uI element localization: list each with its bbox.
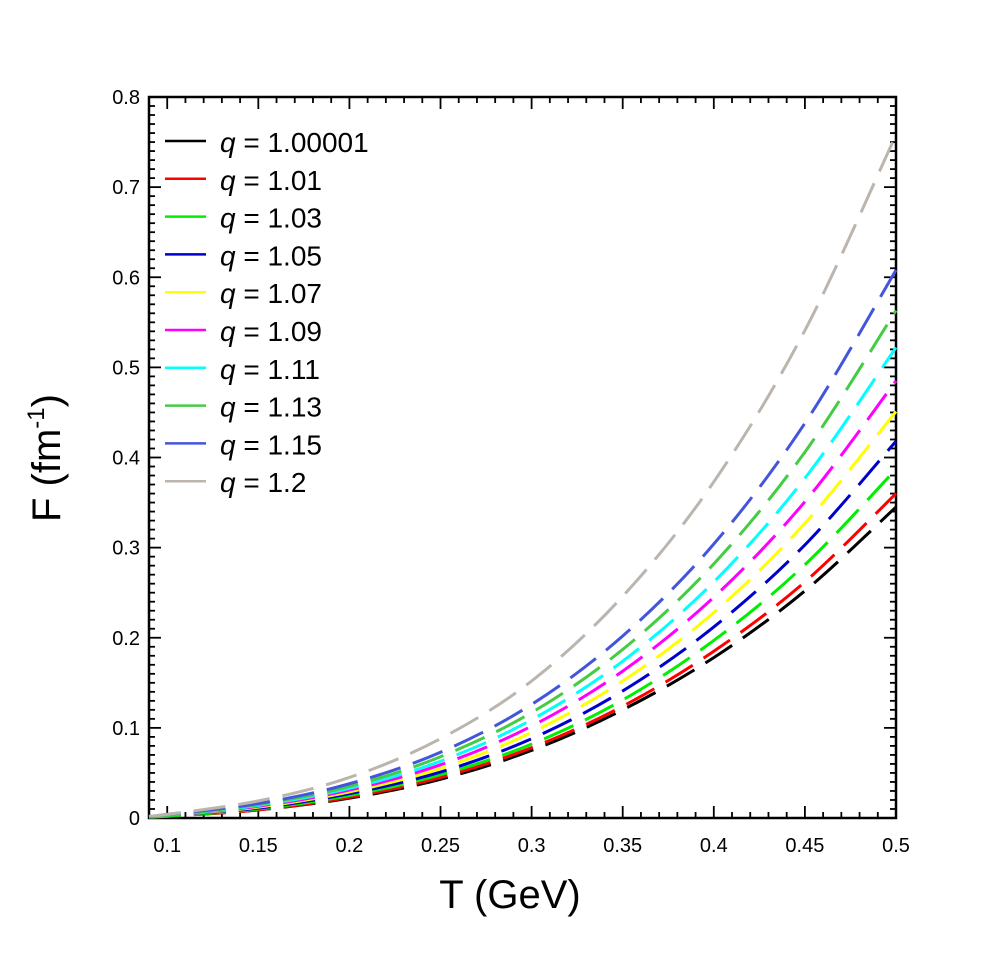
legend-q-symbol: q xyxy=(220,127,236,158)
y-axis-title-sup: -1 xyxy=(23,407,50,428)
series-line-5 xyxy=(148,379,898,819)
y-tick-label: 0.5 xyxy=(112,357,140,379)
axis-ticks xyxy=(148,96,897,819)
x-tick-label: 0.1 xyxy=(153,835,181,857)
legend-q-value: = 1.13 xyxy=(236,392,322,423)
series-line-8 xyxy=(148,269,898,819)
y-tick-label: 0.6 xyxy=(112,267,140,289)
series-line-0 xyxy=(148,505,898,819)
legend-q-value: = 1.11 xyxy=(236,354,320,385)
x-tick-label: 0.4 xyxy=(700,835,728,857)
x-tick-label: 0.15 xyxy=(239,835,278,857)
y-axis-title-main: F (fm xyxy=(25,429,69,522)
x-tick-label: 0.5 xyxy=(882,835,910,857)
legend-label-0: q = 1.00001 xyxy=(220,127,369,158)
axis-tick-labels: 0.1 0.15 0.2 0.25 0.3 0.35 0.4 0.45 0.5 0 0.1 0.2 0.… xyxy=(112,87,910,857)
legend-q-symbol: q xyxy=(220,203,236,234)
legend-q-symbol: q xyxy=(220,467,236,498)
y-tick-label: 0.1 xyxy=(112,718,140,740)
legend-q-value: = 1.00001 xyxy=(236,127,369,158)
series-line-1 xyxy=(148,492,898,819)
y-tick-label: 0 xyxy=(129,808,140,830)
legend-q-value: = 1.2 xyxy=(236,467,307,498)
x-tick-label: 0.2 xyxy=(336,835,364,857)
series-lines xyxy=(148,134,898,819)
legend-q-value: = 1.01 xyxy=(236,165,322,196)
series-line-3 xyxy=(148,440,898,819)
legend-q-symbol: q xyxy=(220,165,236,196)
legend-label-3: q = 1.05 xyxy=(220,240,322,271)
legend-q-value: = 1.03 xyxy=(236,203,322,234)
y-tick-label: 0.3 xyxy=(112,538,140,560)
y-tick-label: 0.7 xyxy=(112,177,140,199)
legend-q-value: = 1.09 xyxy=(236,316,322,347)
legend-q-value: = 1.05 xyxy=(236,240,322,271)
legend-q-value: = 1.15 xyxy=(236,429,322,460)
legend-q-symbol: q xyxy=(220,278,236,309)
legend-label-4: q = 1.07 xyxy=(220,278,322,309)
y-tick-label: 0.4 xyxy=(112,448,140,470)
legend-label-5: q = 1.09 xyxy=(220,316,322,347)
x-tick-label: 0.35 xyxy=(603,835,642,857)
legend-label-1: q = 1.01 xyxy=(220,165,322,196)
legend-label-9: q = 1.2 xyxy=(220,467,306,498)
legend-label-7: q = 1.13 xyxy=(220,392,322,423)
series-line-2 xyxy=(148,468,898,819)
legend-q-symbol: q xyxy=(220,240,236,271)
y-tick-label: 0.8 xyxy=(112,87,140,109)
legend-q-value: = 1.07 xyxy=(236,278,322,309)
legend-label-8: q = 1.15 xyxy=(220,429,322,460)
y-axis-title-close: ) xyxy=(25,394,69,407)
legend-q-symbol: q xyxy=(220,392,236,423)
series-line-9 xyxy=(148,134,898,818)
x-tick-label: 0.3 xyxy=(518,835,546,857)
y-tick-label: 0.2 xyxy=(112,628,140,650)
legend-q-symbol: q xyxy=(220,429,236,460)
legend-q-symbol: q xyxy=(220,354,236,385)
legend-label-2: q = 1.03 xyxy=(220,203,322,234)
legend-q-symbol: q xyxy=(220,316,236,347)
x-axis-title: T (GeV) xyxy=(439,873,581,917)
x-tick-label: 0.25 xyxy=(421,835,460,857)
x-tick-label: 0.45 xyxy=(785,835,824,857)
legend-label-6: q = 1.11 xyxy=(220,354,320,385)
y-axis-title: F (fm-1) xyxy=(23,394,69,522)
series-line-4 xyxy=(148,410,898,819)
